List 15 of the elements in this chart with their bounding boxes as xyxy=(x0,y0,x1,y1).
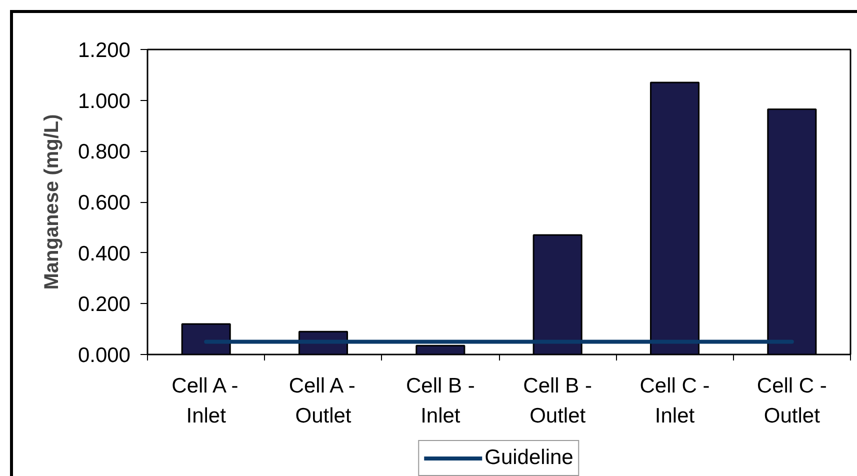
x-tick-label: Cell C - Outlet xyxy=(756,374,827,428)
x-tick-label: Cell A - Outlet xyxy=(288,374,356,428)
y-tick-label: 0.000 xyxy=(78,344,131,367)
y-tick-label: 0.400 xyxy=(78,242,131,266)
y-tick-label: 0.200 xyxy=(78,293,131,316)
legend-label: Guideline xyxy=(484,446,574,470)
y-tick-label: 1.000 xyxy=(78,90,131,113)
y-tick-label: 0.800 xyxy=(78,140,131,164)
y-axis-title: Manganese (mg/L) xyxy=(40,114,63,290)
x-tick-label: Cell B - Inlet xyxy=(406,374,475,428)
y-tick-label: 1.200 xyxy=(78,39,131,62)
x-tick-label: Cell A - Inlet xyxy=(172,374,238,428)
y-tick-label: 0.600 xyxy=(78,192,131,214)
x-tick-label: Cell B - Outlet xyxy=(523,374,592,428)
x-tick-label: Cell C - Inlet xyxy=(640,374,710,428)
